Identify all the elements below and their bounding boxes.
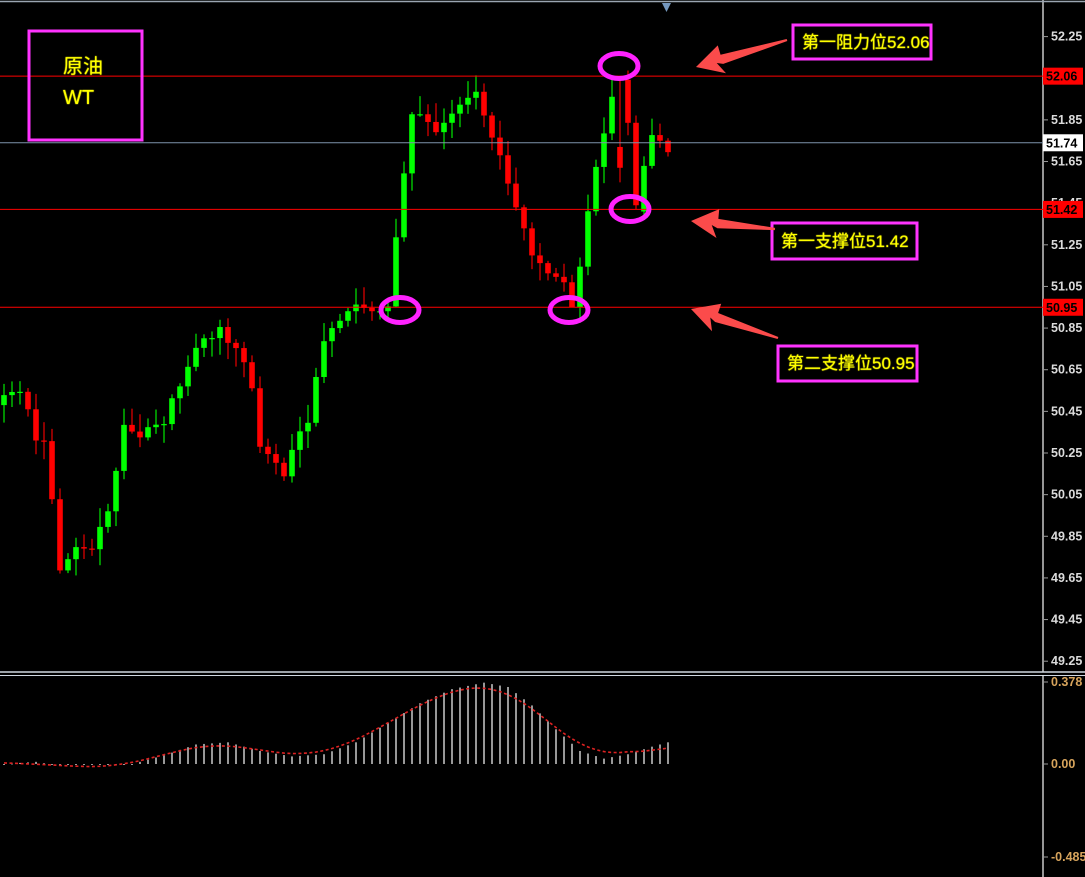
svg-text:49.65: 49.65: [1051, 571, 1082, 585]
svg-text:49.25: 49.25: [1051, 654, 1082, 668]
svg-text:51.85: 51.85: [1051, 113, 1082, 127]
svg-text:0.378: 0.378: [1051, 675, 1082, 689]
svg-text:50.45: 50.45: [1051, 404, 1082, 418]
svg-text:第一阻力位52.06: 第一阻力位52.06: [802, 33, 930, 52]
svg-text:WT: WT: [63, 87, 94, 109]
svg-text:49.85: 49.85: [1051, 529, 1082, 543]
svg-text:51.05: 51.05: [1051, 279, 1082, 293]
svg-text:-0.485: -0.485: [1051, 850, 1085, 864]
svg-text:第二支撑位50.95: 第二支撑位50.95: [787, 354, 915, 373]
svg-text:52.25: 52.25: [1051, 30, 1082, 44]
svg-text:51.65: 51.65: [1051, 155, 1082, 169]
svg-text:原油: 原油: [63, 55, 103, 78]
svg-text:第一支撑位51.42: 第一支撑位51.42: [781, 232, 909, 251]
svg-text:52.06: 52.06: [1046, 70, 1077, 84]
svg-text:50.65: 50.65: [1051, 363, 1082, 377]
svg-text:0.00: 0.00: [1051, 757, 1075, 771]
svg-text:49.45: 49.45: [1051, 613, 1082, 627]
svg-text:50.85: 50.85: [1051, 321, 1082, 335]
svg-text:50.25: 50.25: [1051, 446, 1082, 460]
svg-text:51.42: 51.42: [1046, 203, 1077, 217]
svg-text:51.74: 51.74: [1046, 136, 1077, 150]
svg-text:50.05: 50.05: [1051, 488, 1082, 502]
svg-text:51.25: 51.25: [1051, 238, 1082, 252]
svg-text:50.95: 50.95: [1046, 301, 1077, 315]
